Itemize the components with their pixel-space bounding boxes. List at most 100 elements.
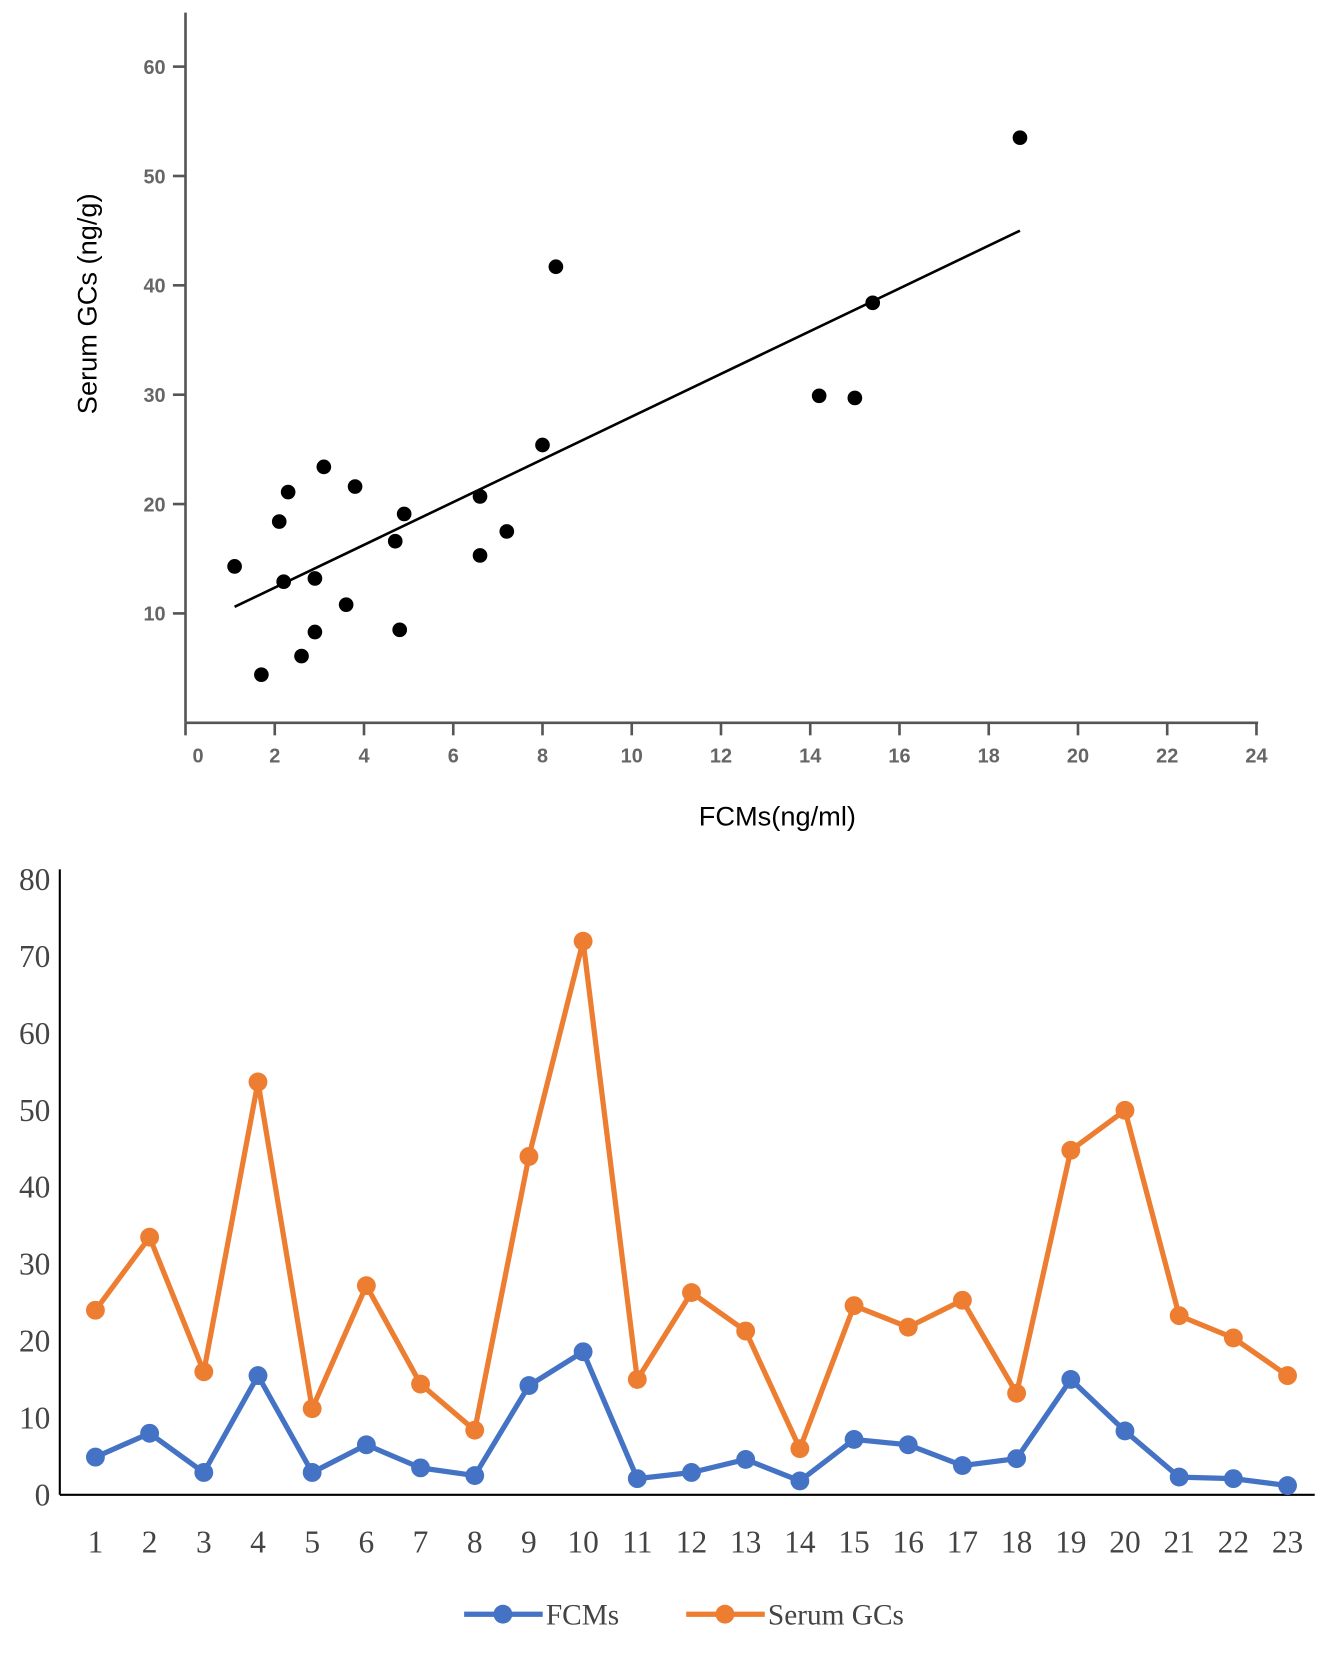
data-point <box>356 1276 376 1296</box>
x-tick-label: 8 <box>537 746 548 768</box>
x-tick-label: 21 <box>1163 1524 1194 1559</box>
data-point <box>519 1147 539 1166</box>
x-tick-label: 20 <box>1109 1524 1140 1559</box>
scatter-point <box>280 484 296 500</box>
data-point <box>85 1447 105 1467</box>
y-tick-label: 30 <box>19 1247 50 1282</box>
data-point <box>1115 1421 1135 1441</box>
data-point <box>248 1072 268 1092</box>
data-point <box>573 931 593 951</box>
data-point <box>736 1321 756 1341</box>
data-point <box>140 1423 160 1443</box>
data-point <box>573 1342 593 1362</box>
y-tick-label: 70 <box>19 939 50 974</box>
x-tick-label: 10 <box>567 1524 598 1559</box>
scatter-point <box>548 259 564 275</box>
x-tick-label: 4 <box>358 746 369 768</box>
data-point <box>682 1463 701 1482</box>
y-tick-label: 0 <box>35 1477 51 1512</box>
data-point <box>898 1317 918 1337</box>
trend-line <box>234 229 1021 609</box>
scatter-point <box>307 571 323 586</box>
data-point <box>1007 1449 1027 1469</box>
data-point <box>1115 1100 1135 1120</box>
y-tick-label: 10 <box>143 604 165 626</box>
data-point <box>1169 1467 1189 1487</box>
x-tick-label: 7 <box>413 1524 429 1559</box>
legend-label: Serum GCs <box>768 1600 904 1632</box>
data-point <box>952 1290 972 1310</box>
data-point <box>194 1362 214 1382</box>
scatter-point <box>316 459 332 475</box>
data-point <box>194 1463 214 1482</box>
scatter-chart: FCMs(ng/ml) Serum GCs (ng/g) 0 2 4 6 8 10 12 14… <box>71 12 1268 831</box>
scatter-point <box>811 388 827 404</box>
data-point <box>1061 1140 1081 1160</box>
y-tick-label: 60 <box>143 57 165 79</box>
y-tick-label: 50 <box>143 166 165 188</box>
x-tick-label: 8 <box>467 1524 483 1559</box>
data-point <box>1223 1469 1243 1489</box>
scatter-point <box>307 624 323 640</box>
x-tick-label: 5 <box>304 1524 320 1559</box>
x-tick-label: 18 <box>978 746 1000 768</box>
scatter-point <box>387 533 403 549</box>
scatter-point <box>271 514 287 529</box>
x-tick-label: 14 <box>799 746 821 768</box>
x-tick-label: 4 <box>250 1524 266 1559</box>
x-tick-label: 6 <box>359 1524 375 1559</box>
scatter-point <box>472 489 488 504</box>
y-tick-label: 20 <box>19 1323 50 1358</box>
data-point <box>1061 1370 1081 1389</box>
scatter-point <box>338 597 354 612</box>
x-tick-label: 12 <box>710 746 732 768</box>
data-point <box>356 1435 376 1455</box>
series-line-serum-gcs <box>93 938 1290 1452</box>
scatter-point <box>227 559 242 574</box>
scatter-point <box>472 548 488 563</box>
x-tick-label: 1 <box>88 1524 104 1559</box>
x-tick-label: 12 <box>676 1524 707 1559</box>
scatter-point <box>865 295 881 311</box>
data-point <box>465 1466 485 1485</box>
y-tick-label: 40 <box>143 276 165 298</box>
data-point <box>1223 1328 1243 1348</box>
data-point <box>627 1370 647 1389</box>
data-point <box>898 1435 918 1455</box>
legend-label: FCMs <box>546 1600 619 1632</box>
data-point <box>844 1296 864 1316</box>
y-tick-label: 60 <box>19 1016 50 1051</box>
scatter-point <box>847 390 863 406</box>
scatter-point <box>1012 130 1028 146</box>
data-point <box>411 1458 430 1478</box>
data-point <box>85 1300 105 1320</box>
y-tick-label: 50 <box>19 1093 50 1128</box>
y-tick-label: 40 <box>19 1170 50 1205</box>
y-tick-label: 10 <box>19 1400 50 1435</box>
data-point <box>844 1429 864 1449</box>
scatter-point <box>276 574 292 590</box>
scatter-point <box>347 479 363 494</box>
scatter-point <box>396 506 412 522</box>
scatter-point <box>392 622 408 638</box>
x-tick-label: 10 <box>621 746 643 768</box>
scatter-point <box>499 524 515 539</box>
legend-marker <box>715 1604 735 1624</box>
x-tick-label: 9 <box>521 1524 537 1559</box>
y-tick-label: 80 <box>19 862 50 897</box>
x-tick-label: 18 <box>1001 1524 1032 1559</box>
data-point <box>302 1399 322 1419</box>
data-point <box>1278 1476 1297 1495</box>
data-point <box>736 1449 756 1469</box>
scatter-point <box>294 648 309 664</box>
data-point <box>302 1463 322 1482</box>
x-tick-label: 13 <box>730 1524 761 1559</box>
data-point <box>140 1227 160 1247</box>
x-tick-label: 2 <box>269 746 280 768</box>
x-tick-label: 2 <box>142 1524 158 1559</box>
data-point <box>952 1456 972 1475</box>
x-tick-label: 11 <box>622 1524 652 1559</box>
data-point <box>1007 1383 1027 1403</box>
data-point <box>790 1471 810 1491</box>
